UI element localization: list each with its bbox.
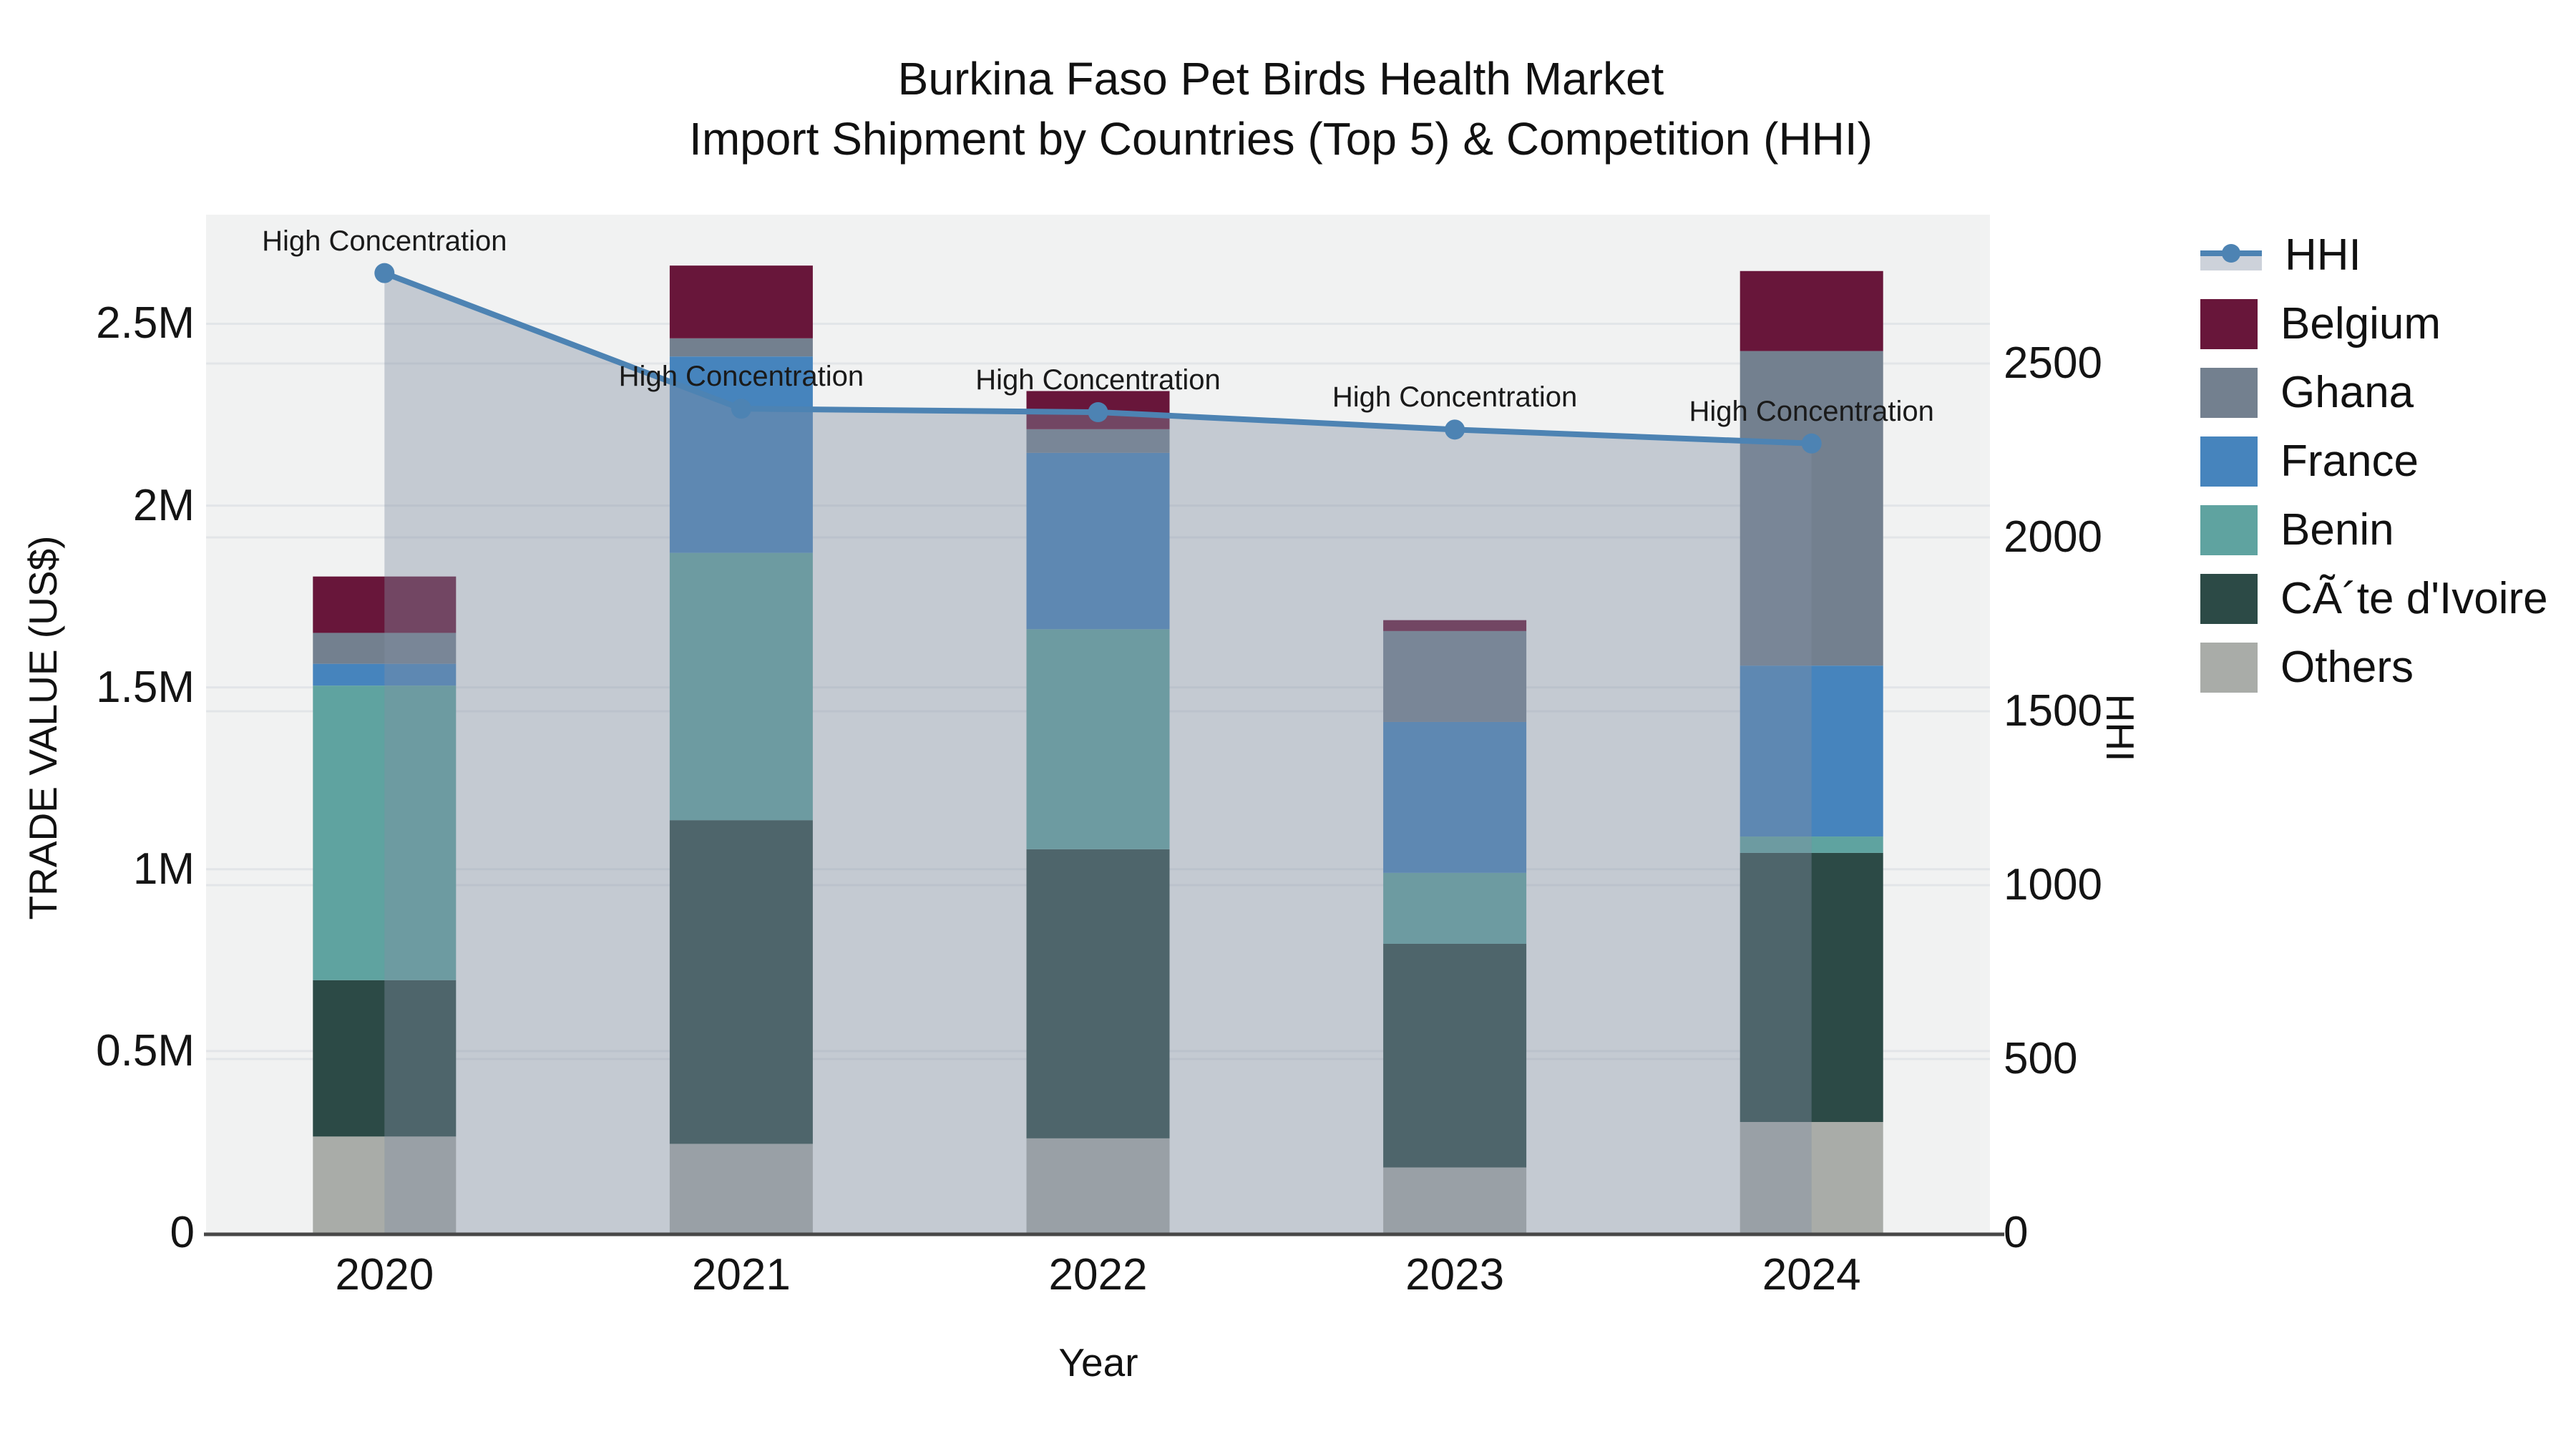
hhi-marker-2024[interactable] xyxy=(1801,433,1822,454)
y-axis-title-left: TRADE VALUE (US$) xyxy=(21,535,65,920)
y-left-tick-2M: 2M xyxy=(132,480,195,530)
hhi-marker-2021[interactable] xyxy=(731,399,751,419)
hhi-area xyxy=(384,273,1812,1233)
y-right-tick-1000: 1000 xyxy=(2004,860,2102,909)
legend-swatch-others xyxy=(2200,643,2258,693)
y-left-tick-1.5M: 1.5M xyxy=(96,662,195,712)
bar-segment-c-te-d-ivoire-2024[interactable] xyxy=(1740,852,1883,1122)
legend-item-belgium[interactable]: Belgium xyxy=(2200,299,2548,349)
chart-title: Burkina Faso Pet Birds Health Market Imp… xyxy=(0,49,2562,169)
annotation-high-concentration-2024: High Concentration xyxy=(1689,395,1934,427)
bar-segment-benin-2022[interactable] xyxy=(1026,629,1170,849)
hhi-legend-marker-dot xyxy=(2222,244,2240,263)
hhi-marker-2022[interactable] xyxy=(1088,402,1108,423)
bar-segment-others-2020[interactable] xyxy=(313,1136,457,1233)
bar-segment-c-te-d-ivoire-2021[interactable] xyxy=(669,820,813,1144)
x-tick-2020: 2020 xyxy=(335,1250,434,1299)
y-right-tick-500: 500 xyxy=(2004,1034,2078,1083)
y-left-tick-0: 0 xyxy=(170,1208,195,1257)
bar-segment-c-te-d-ivoire-2023[interactable] xyxy=(1383,943,1527,1168)
bar-segment-ghana-2023[interactable] xyxy=(1383,630,1527,722)
legend-swatch-c-te-d-ivoire xyxy=(2200,574,2258,624)
y-left-tick-0.5M: 0.5M xyxy=(96,1025,195,1075)
y-right-tick-2000: 2000 xyxy=(2004,512,2102,562)
bar-segment-c-te-d-ivoire-2022[interactable] xyxy=(1026,849,1170,1138)
annotation-high-concentration-2020: High Concentration xyxy=(262,225,507,257)
legend-swatch-belgium xyxy=(2200,299,2258,349)
legend-item-ghana[interactable]: Ghana xyxy=(2200,368,2548,418)
bar-segment-benin-2023[interactable] xyxy=(1383,872,1527,944)
chart-title-line2: Import Shipment by Countries (Top 5) & C… xyxy=(689,113,1873,165)
legend-swatch-ghana xyxy=(2200,368,2258,418)
bar-segment-belgium-2021[interactable] xyxy=(669,265,813,338)
x-tick-2023: 2023 xyxy=(1405,1250,1505,1299)
bar-segment-others-2024[interactable] xyxy=(1740,1121,1883,1233)
legend-label-belgium: Belgium xyxy=(2280,299,2441,348)
bar-segment-france-2020[interactable] xyxy=(313,663,457,686)
hhi-marker-2023[interactable] xyxy=(1445,419,1465,440)
bar-segment-ghana-2024[interactable] xyxy=(1740,351,1883,666)
x-tick-2021: 2021 xyxy=(691,1250,791,1299)
bar-segment-france-2023[interactable] xyxy=(1383,721,1527,873)
x-axis-title: Year xyxy=(1058,1340,1138,1385)
y-right-tick-0: 0 xyxy=(2004,1208,2029,1257)
annotation-high-concentration-2022: High Concentration xyxy=(975,364,1221,396)
x-tick-2022: 2022 xyxy=(1048,1250,1148,1299)
hhi-legend-swatch-icon xyxy=(2200,230,2262,280)
y-axis-title-right: HHI xyxy=(2098,693,2142,762)
bar-segment-ghana-2021[interactable] xyxy=(669,338,813,357)
legend-item-others[interactable]: Others xyxy=(2200,643,2548,693)
legend-label-others: Others xyxy=(2280,643,2414,692)
legend-label-hhi: HHI xyxy=(2285,230,2361,280)
legend-item-benin[interactable]: Benin xyxy=(2200,505,2548,555)
legend-label-benin: Benin xyxy=(2280,505,2394,555)
bar-segment-ghana-2020[interactable] xyxy=(313,633,457,664)
hhi-marker-2020[interactable] xyxy=(374,263,395,283)
y-right-tick-1500: 1500 xyxy=(2004,686,2102,736)
y-left-tick-2.5M: 2.5M xyxy=(96,298,195,348)
bar-segment-others-2023[interactable] xyxy=(1383,1167,1527,1233)
bar-segment-benin-2021[interactable] xyxy=(669,552,813,821)
bar-segment-c-te-d-ivoire-2020[interactable] xyxy=(313,980,457,1137)
bar-segment-france-2024[interactable] xyxy=(1740,665,1883,837)
bar-segment-ghana-2022[interactable] xyxy=(1026,429,1170,453)
bar-segment-belgium-2023[interactable] xyxy=(1383,620,1527,631)
bar-segment-france-2022[interactable] xyxy=(1026,452,1170,630)
legend-label-france: France xyxy=(2280,436,2419,486)
bar-segment-others-2022[interactable] xyxy=(1026,1138,1170,1233)
bar-segment-benin-2020[interactable] xyxy=(313,686,457,980)
bar-segment-benin-2024[interactable] xyxy=(1740,836,1883,853)
legend-item-hhi[interactable]: HHI xyxy=(2200,230,2548,280)
annotation-high-concentration-2023: High Concentration xyxy=(1332,381,1578,414)
legend-label-c-te-d-ivoire: CÃ´te d'Ivoire xyxy=(2280,574,2548,623)
legend-swatch-france xyxy=(2200,436,2258,487)
x-tick-2024: 2024 xyxy=(1762,1250,1861,1299)
chart-title-line1: Burkina Faso Pet Birds Health Market xyxy=(897,53,1664,104)
bar-segment-others-2021[interactable] xyxy=(669,1143,813,1233)
legend-item-c-te-d-ivoire[interactable]: CÃ´te d'Ivoire xyxy=(2200,574,2548,624)
y-left-tick-1M: 1M xyxy=(132,844,195,894)
legend-swatch-benin xyxy=(2200,505,2258,555)
legend-label-ghana: Ghana xyxy=(2280,368,2414,417)
bar-segment-belgium-2024[interactable] xyxy=(1740,270,1883,351)
annotation-high-concentration-2021: High Concentration xyxy=(618,361,864,393)
bar-segment-belgium-2020[interactable] xyxy=(313,576,457,633)
legend-item-france[interactable]: France xyxy=(2200,436,2548,487)
legend: HHI Belgium Ghana France Benin CÃ´te d'Ivoire… xyxy=(2200,230,2548,693)
y-right-tick-2500: 2500 xyxy=(2004,338,2102,388)
